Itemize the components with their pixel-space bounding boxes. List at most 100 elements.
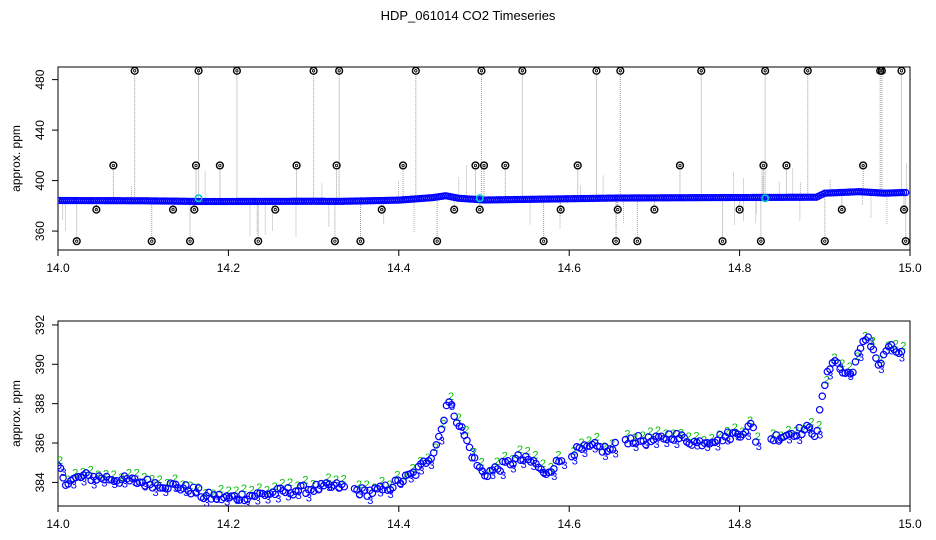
outlier-point	[215, 161, 224, 170]
x-tick-label: 14.2	[217, 517, 241, 531]
series-label-3: 3	[602, 451, 608, 463]
green-point: 2	[893, 338, 899, 350]
series-point	[496, 467, 504, 475]
series-label-3: 3	[592, 444, 598, 456]
y-tick-label: 400	[33, 170, 47, 190]
outlier-point-core	[761, 163, 766, 168]
outlier-point-core	[616, 208, 620, 212]
outlier-point	[897, 67, 906, 75]
outlier-point	[573, 161, 582, 170]
series-label-3: 3	[367, 495, 373, 507]
baseline-point	[899, 188, 908, 197]
series-label-3: 3	[296, 490, 302, 502]
green-point: 2	[502, 450, 508, 462]
outlier-point	[377, 205, 386, 214]
green-point: 2	[540, 458, 546, 470]
outlier-point-core	[503, 163, 507, 168]
series-point	[864, 333, 873, 341]
series-label-3: 3	[490, 470, 496, 482]
series-point	[749, 423, 758, 432]
series-label-3: 3	[173, 483, 179, 495]
bottom-panel: 14.0 14.2 14.4 14.6 14.8 15.0 384 386 388 390 392 a…	[9, 315, 922, 531]
x-tick-label: 15.0	[898, 517, 922, 531]
green-point: 2	[241, 483, 247, 495]
series-point	[256, 489, 264, 498]
series-label-3: 3	[664, 438, 670, 450]
outlier-point	[309, 67, 318, 75]
series-point	[304, 485, 313, 494]
green-point: 2	[640, 430, 646, 442]
outlier-point	[539, 237, 548, 246]
outlier-point-core	[823, 239, 827, 243]
outlier-point	[335, 67, 344, 75]
series-point	[611, 438, 620, 447]
outlier-point-core	[576, 163, 580, 168]
series-point	[583, 442, 591, 450]
outlier-point-core	[188, 239, 192, 243]
outlier-point	[191, 161, 201, 170]
series-label-3: 3	[521, 459, 527, 471]
outlier-point-core	[479, 69, 484, 73]
outlier-point	[433, 237, 442, 246]
outlier-point-core	[171, 208, 175, 212]
series-point	[897, 347, 906, 356]
outlier-point-core	[899, 69, 904, 73]
outlier-point	[633, 237, 642, 246]
chart-title: HDP_061014 CO2 Timeseries	[380, 8, 556, 23]
series-point	[670, 436, 678, 444]
green-point: 2	[126, 468, 132, 480]
series-label-3: 3	[715, 441, 721, 453]
y-axis-label: approx. ppm	[9, 125, 23, 192]
series-point	[360, 486, 369, 494]
green-point: 2	[808, 416, 814, 428]
outlier-point-core	[133, 69, 137, 73]
series-point	[723, 428, 732, 437]
outlier-point-core	[256, 239, 260, 243]
outlier-point	[837, 205, 846, 214]
series-point	[187, 489, 195, 498]
outlier-point-core	[542, 239, 546, 243]
series-label-3: 3	[633, 442, 639, 454]
outlier-point-core	[335, 163, 339, 168]
x-tick-label: 14.8	[728, 261, 752, 275]
outlier-point	[477, 67, 486, 75]
outlier-point	[718, 237, 727, 246]
baseline-point	[897, 188, 906, 197]
x-tick-label: 14.0	[46, 261, 70, 275]
green-point: 2	[172, 473, 178, 485]
series-label-3: 3	[878, 364, 884, 376]
y-tick-label: 360	[33, 221, 47, 241]
series-label-3: 3	[500, 470, 506, 482]
green-point: 2	[448, 391, 454, 403]
outlier-point	[471, 161, 480, 170]
series-label-3: 3	[868, 336, 874, 348]
series-label-3: 3	[746, 431, 752, 443]
series-label-3: 3	[377, 488, 383, 500]
series-point	[412, 471, 420, 480]
outlier-point-core	[192, 208, 196, 212]
green-point: 2	[134, 468, 140, 480]
series-label-3: 3	[357, 489, 363, 501]
series-label-3: 3	[418, 466, 424, 478]
outlier-point	[168, 205, 178, 214]
green-point: 2	[686, 431, 692, 443]
series-label-3: 3	[81, 476, 87, 488]
outlier-point	[803, 67, 812, 75]
green-point: 2	[601, 441, 607, 453]
series-label-3: 3	[480, 466, 486, 478]
series-label-3: 3	[153, 487, 159, 499]
outlier-point-core	[737, 208, 742, 212]
green-point: 2	[95, 469, 101, 481]
series-point	[877, 359, 885, 368]
series-point	[826, 365, 834, 374]
outlier-point-core	[784, 163, 789, 168]
series-point	[253, 489, 262, 497]
green-point: 2	[816, 420, 822, 432]
series-label-3: 3	[899, 352, 905, 364]
outlier-point-core	[150, 239, 154, 243]
series-point	[468, 453, 476, 462]
green-point: 2	[456, 412, 462, 424]
series-point	[851, 357, 860, 366]
series-point	[519, 456, 527, 464]
